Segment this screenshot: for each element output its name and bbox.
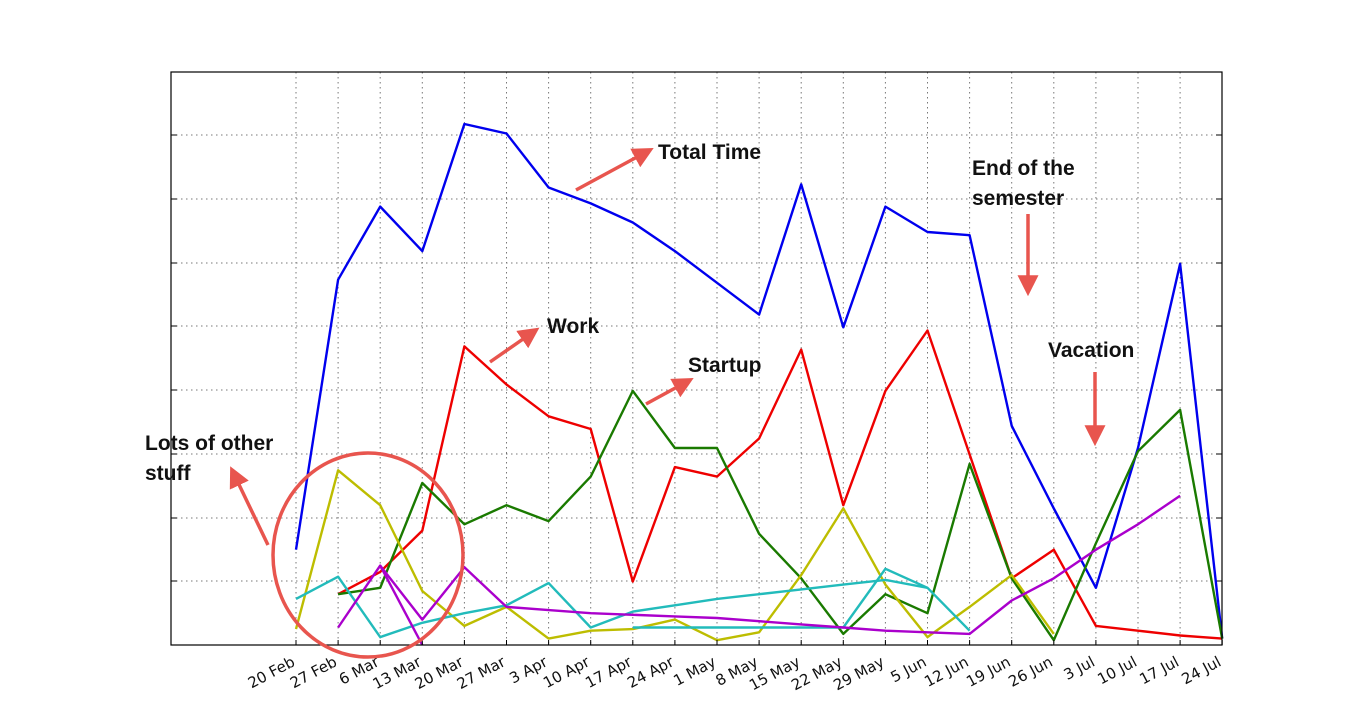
x-tick-label: 10 Jul	[1094, 653, 1139, 689]
x-tick-label: 27 Mar	[454, 652, 509, 693]
x-tick-label: 5 Jun	[888, 653, 930, 687]
plot-frame	[170, 71, 1223, 646]
x-tick-label: 3 Jul	[1061, 653, 1098, 684]
x-tick-label: 17 Apr	[582, 652, 635, 692]
arrow-lots-of-other-stuff	[229, 466, 270, 546]
annotation-vacation: Vacation	[1048, 339, 1135, 362]
series-line-purple	[337, 494, 1181, 636]
series-line-yellow	[294, 469, 1055, 642]
annotation-end-of-semester: End of the semester	[972, 157, 1075, 210]
x-tick-label: 19 Jun	[963, 653, 1013, 691]
x-tick-label: 20 Feb	[245, 653, 298, 693]
x-tick-label: 10 Apr	[540, 652, 593, 692]
series-line-total	[294, 122, 1224, 639]
arrow-startup	[645, 377, 694, 406]
series-line-startup	[337, 389, 1224, 642]
series-line-work	[337, 329, 1223, 640]
grid-lines	[171, 72, 1222, 645]
annotation-total-time: Total Time	[658, 141, 762, 164]
highlight-circle	[271, 451, 465, 659]
series-line-cyan-low	[632, 567, 928, 629]
series-lines	[294, 122, 1224, 646]
x-tick-label: 24 Apr	[624, 652, 677, 692]
annotation-startup: Startup	[688, 354, 762, 377]
series-line-cyan	[295, 575, 971, 639]
annotation-work: Work	[547, 315, 600, 338]
series-line-purple-drop	[379, 565, 424, 646]
x-tick-label: 12 Jun	[921, 653, 971, 691]
x-tick-label: 26 Jun	[1005, 653, 1055, 691]
annotation-arrows	[229, 148, 1106, 659]
x-tick-label: 17 Jul	[1136, 653, 1181, 689]
arrow-work	[489, 327, 540, 364]
x-tick-label: 27 Feb	[287, 653, 340, 693]
x-tick-label: 24 Jul	[1179, 653, 1224, 689]
arrow-total-time	[575, 148, 654, 192]
x-tick-label: 1 May	[670, 653, 719, 690]
annotation-lots-of-other-stuff: Lots of other stuff	[145, 432, 274, 485]
